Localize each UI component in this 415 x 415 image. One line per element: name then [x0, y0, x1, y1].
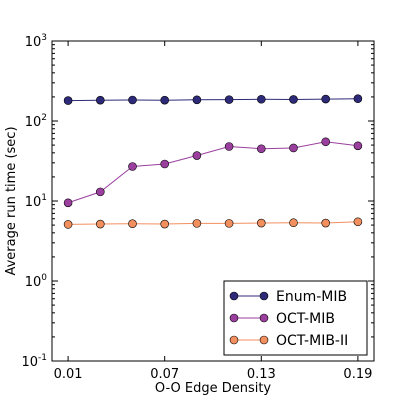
data-point — [63, 220, 73, 229]
series-oct-mib-ii — [63, 217, 363, 229]
data-point — [353, 141, 363, 151]
data-point — [256, 94, 266, 104]
data-point — [160, 95, 169, 105]
data-point — [289, 143, 298, 153]
data-point — [224, 142, 234, 151]
y-tick-label: 101 — [25, 193, 47, 210]
data-point — [289, 218, 298, 228]
data-point — [160, 159, 169, 169]
y-tick-label: 100 — [25, 273, 48, 290]
x-tick-label: 0.07 — [150, 367, 179, 382]
data-point — [321, 94, 331, 104]
series-line — [68, 221, 358, 225]
series-line — [67, 141, 358, 204]
series-enum-mib — [63, 94, 363, 105]
data-point — [224, 219, 234, 228]
data-point — [256, 218, 266, 228]
data-point — [128, 95, 137, 105]
data-point — [128, 219, 137, 229]
legend-label: Enum-MIB — [276, 289, 347, 305]
data-point — [321, 218, 331, 228]
series-oct-mib — [63, 137, 363, 208]
data-point — [160, 219, 169, 229]
legend-marker — [229, 335, 239, 345]
data-point — [192, 95, 202, 105]
x-axis-ticks: 0.01 0.07 0.13 0.19 — [54, 41, 372, 382]
data-point — [192, 219, 202, 228]
series-line — [68, 98, 358, 102]
y-tick-label: 10-1 — [21, 353, 47, 370]
y-tick-label: 102 — [25, 113, 47, 130]
y-axis-ticks: 10-1 100 101 102 103 — [21, 33, 374, 370]
data-point — [96, 187, 105, 197]
data-point — [96, 95, 105, 105]
legend-label: OCT-MIB-II — [276, 333, 348, 349]
legend: Enum-MIB OCT-MIB OCT-MIB-II — [223, 280, 368, 356]
y-tick-label: 103 — [25, 33, 47, 50]
legend-marker — [229, 291, 239, 301]
data-point — [353, 94, 363, 103]
legend-label: OCT-MIB — [276, 311, 335, 327]
legend-marker — [259, 335, 269, 345]
data-point — [63, 96, 73, 105]
data-point — [63, 198, 73, 208]
x-tick-label: 0.19 — [343, 367, 372, 382]
legend-marker — [259, 291, 269, 301]
plot-area — [63, 94, 363, 229]
data-point — [256, 144, 266, 154]
data-point — [96, 219, 105, 229]
data-point — [128, 162, 137, 171]
data-point — [289, 95, 298, 104]
x-axis-title: O-O Edge Density — [155, 381, 272, 396]
legend-marker — [259, 313, 269, 323]
data-point — [321, 137, 331, 147]
data-point — [192, 151, 202, 160]
legend-marker — [229, 313, 239, 323]
x-tick-label: 0.01 — [54, 367, 83, 382]
x-tick-label: 0.13 — [247, 367, 276, 382]
data-point — [224, 95, 234, 104]
data-point — [353, 217, 363, 227]
y-axis-title: Average run time (sec) — [4, 126, 19, 275]
